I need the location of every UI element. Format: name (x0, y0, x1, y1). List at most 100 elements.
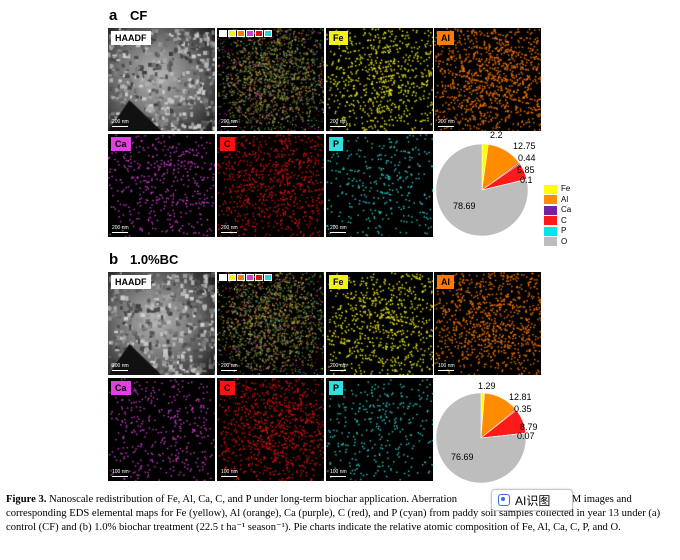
element-tag: Ca (111, 137, 131, 151)
panel-a-ca-map: Ca 200 nm (108, 134, 215, 237)
scale-bar-line (112, 370, 128, 371)
panel-b-merged-map: 200 nm (217, 272, 324, 375)
scale-bar: 200 nm (221, 119, 238, 127)
scale-bar-label: 200 nm (221, 363, 238, 369)
scale-bar: 100 nm (330, 469, 347, 477)
merged-channel-legend (219, 30, 272, 37)
element-tag: HAADF (111, 31, 151, 45)
scale-bar-line (438, 126, 454, 127)
scale-bar-label: 200 nm (438, 119, 455, 125)
ai-scan-icon (498, 494, 510, 506)
map-image (326, 272, 433, 375)
legend-label: Ca (561, 205, 572, 215)
scale-bar-line (221, 476, 237, 477)
scale-bar: 200 nm (112, 225, 129, 233)
pie-chart-b: 1.29 12.81 0.35 8.790.07 76.69 (435, 381, 538, 484)
scale-bar-label: 200 nm (330, 225, 347, 231)
scale-bar-line (438, 370, 454, 371)
pie-value-label: 8.79 (520, 422, 538, 432)
pie-value-label: 2.2 (490, 130, 503, 140)
caption-text-tail: F–STEM images and corresponding EDS elem… (6, 494, 661, 533)
pie-value-label: 0.1 (520, 175, 533, 185)
scale-bar-line (330, 476, 346, 477)
channel-swatch (228, 274, 236, 281)
panel-b-title: 1.0%BC (130, 252, 179, 267)
pie-value-label: 1.29 (478, 381, 496, 391)
scale-bar: 100 nm (438, 363, 455, 371)
element-tag: P (329, 381, 344, 395)
map-image (326, 28, 433, 131)
scale-bar-line (221, 126, 237, 127)
caption-text: Nanoscale redistribution of Fe, Al, Ca, … (49, 494, 458, 505)
channel-swatch (219, 274, 227, 281)
panel-a-title: CF (130, 8, 148, 23)
scale-bar: 200 nm (221, 363, 238, 371)
pie-value-label: 78.69 (453, 201, 476, 211)
scale-bar-label: 200 nm (330, 119, 347, 125)
pie-value-label: 5.85 (517, 165, 535, 175)
scale-bar-label: 100 nm (112, 469, 129, 475)
channel-swatch (264, 274, 272, 281)
map-image (108, 28, 215, 131)
pie-value-label: 0.35 (514, 404, 532, 414)
element-tag: C (220, 381, 235, 395)
scale-bar-label: 100 nm (330, 469, 347, 475)
element-tag: P (329, 137, 344, 151)
legend-label: Fe (561, 184, 571, 194)
scale-bar: 100 nm (112, 469, 129, 477)
legend-swatch (544, 216, 557, 226)
map-image (434, 272, 541, 375)
scale-bar: 200 nm (112, 119, 129, 127)
scale-bar-line (112, 232, 128, 233)
legend-item-c: C (544, 216, 571, 227)
panel-a-al-map: Al 200 nm (434, 28, 541, 131)
element-tag: Ca (111, 381, 131, 395)
map-image (326, 378, 433, 481)
channel-swatch (264, 30, 272, 37)
element-tag: C (220, 137, 235, 151)
map-image (108, 378, 215, 481)
element-tag: Al (437, 275, 454, 289)
map-image (434, 28, 541, 131)
scale-bar-label: 200 nm (221, 225, 238, 231)
panel-a-letter: a (109, 7, 118, 24)
channel-swatch (246, 30, 254, 37)
pie-value-label: 76.69 (451, 452, 474, 462)
scale-bar: 200 nm (112, 363, 129, 371)
map-image (108, 272, 215, 375)
scale-bar-line (112, 126, 128, 127)
caption-figure-number: Figure 3. (6, 494, 47, 505)
channel-swatch (255, 30, 263, 37)
ai-image-recognition-button[interactable]: AI识图 (491, 489, 573, 511)
scale-bar-line (221, 370, 237, 371)
scale-bar-line (221, 232, 237, 233)
scale-bar-label: 100 nm (221, 469, 238, 475)
legend-item-ca: Ca (544, 205, 571, 216)
legend-label: C (561, 215, 567, 225)
scale-bar-line (330, 370, 346, 371)
panel-a-c-map: C 200 nm (217, 134, 324, 237)
scale-bar-label: 200 nm (112, 119, 129, 125)
map-image (326, 134, 433, 237)
element-tag: HAADF (111, 275, 151, 289)
map-image (217, 378, 324, 481)
scale-bar: 200 nm (330, 363, 347, 371)
merged-channel-legend (219, 274, 272, 281)
scale-bar-label: 200 nm (221, 119, 238, 125)
panel-b-haadf-map: HAADF 200 nm (108, 272, 215, 375)
map-image (108, 134, 215, 237)
scale-bar-label: 200 nm (112, 363, 129, 369)
scale-bar-label: 200 nm (330, 363, 347, 369)
legend-swatch (544, 184, 557, 194)
pie-value-label: 0.44 (518, 153, 536, 163)
scale-bar-line (112, 476, 128, 477)
legend-item-fe: Fe (544, 184, 571, 195)
legend-swatch (544, 226, 557, 236)
panel-a-fe-map: Fe 200 nm (326, 28, 433, 131)
panel-b-ca-map: Ca 100 nm (108, 378, 215, 481)
panel-b-c-map: C 100 nm (217, 378, 324, 481)
pie-value-label: 12.81 (509, 392, 532, 402)
panel-a-haadf-map: HAADF 200 nm (108, 28, 215, 131)
panel-b-letter: b (109, 251, 119, 268)
pie-value-label: 12.75 (513, 141, 536, 151)
